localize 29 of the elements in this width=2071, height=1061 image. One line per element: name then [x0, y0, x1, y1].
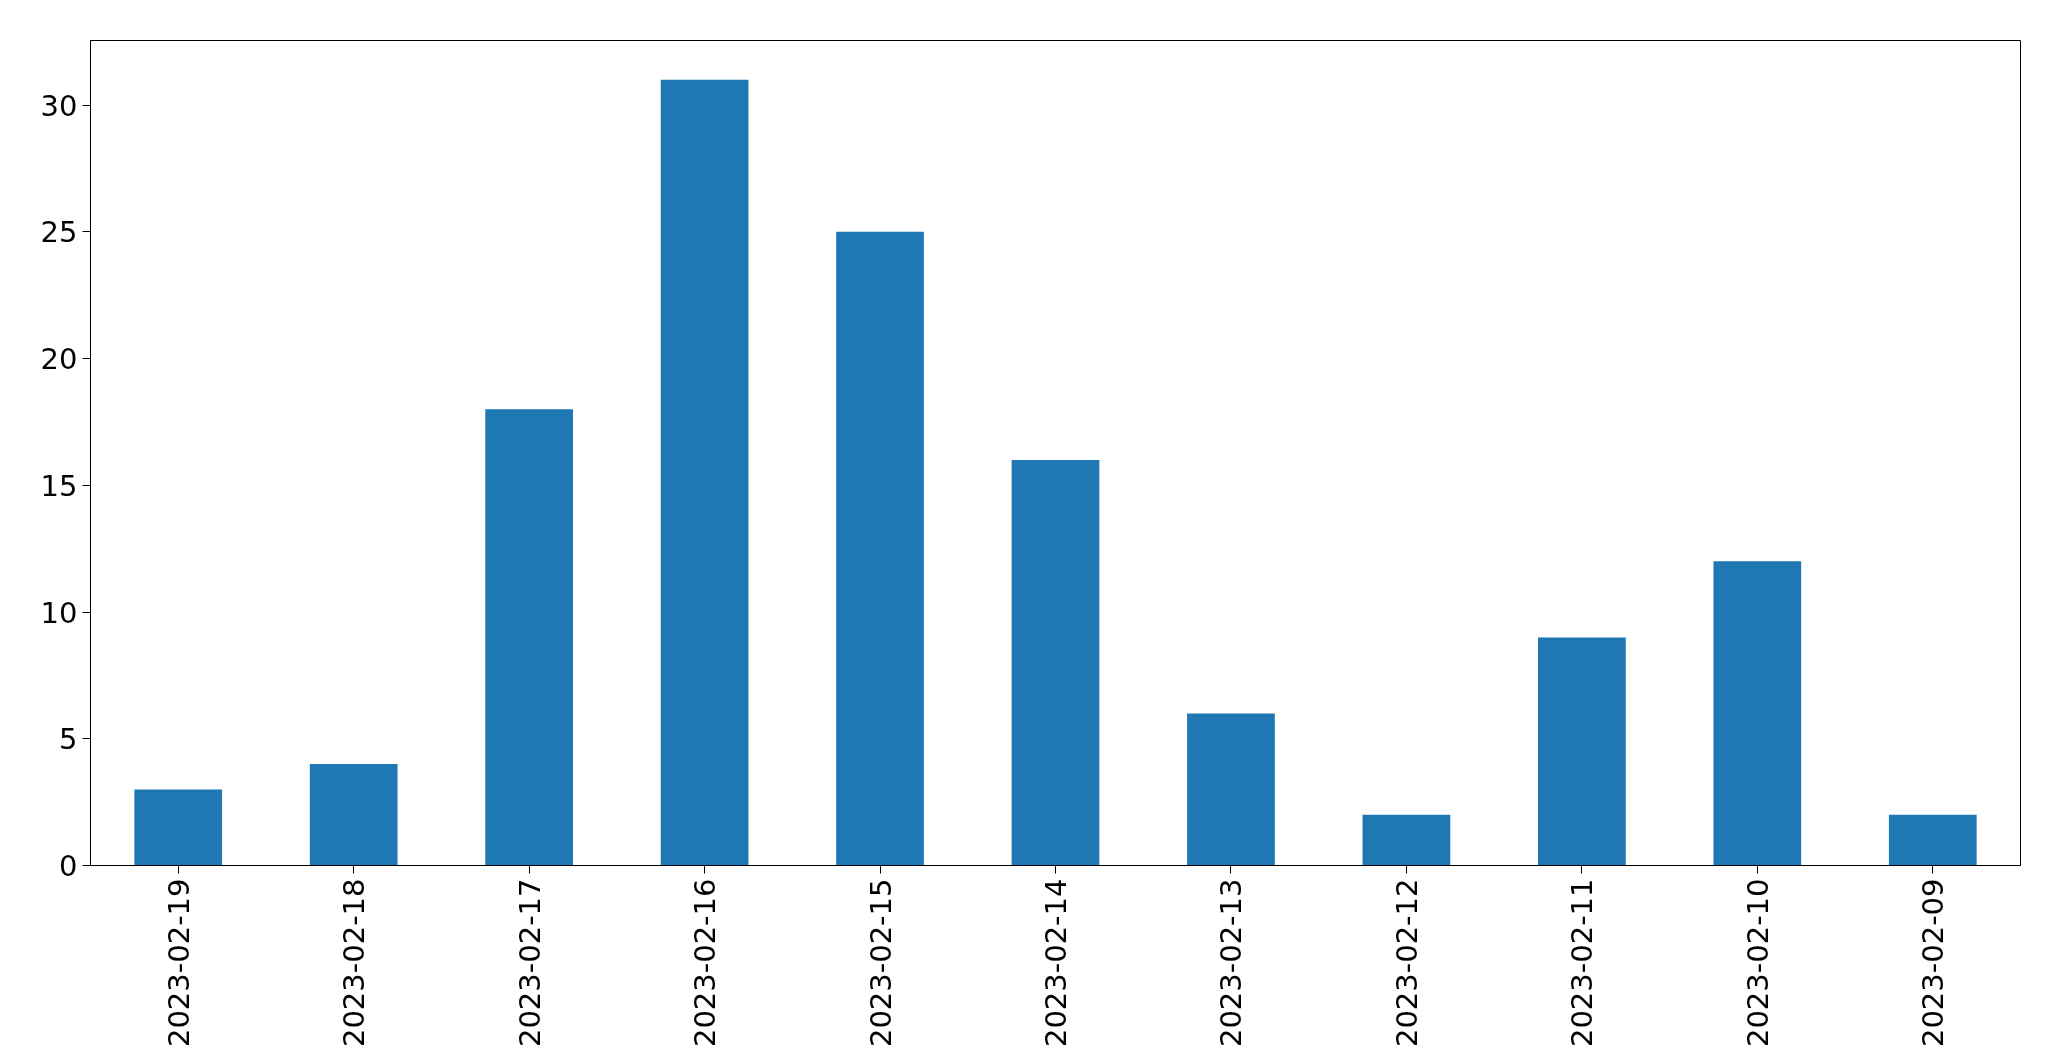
bar — [836, 231, 924, 866]
y-tick-label: 5 — [59, 722, 78, 757]
bar — [1362, 814, 1451, 866]
bar — [485, 409, 573, 866]
x-tick-label: 2023-02-19 — [161, 878, 196, 1048]
bar — [1538, 637, 1626, 866]
bar — [1187, 713, 1275, 866]
bar — [134, 789, 223, 866]
x-tick-label: 2023-02-12 — [1389, 878, 1424, 1048]
y-tick-label: 25 — [40, 215, 78, 250]
bar — [1888, 814, 1977, 866]
bar — [309, 764, 398, 866]
x-tick-label: 2023-02-17 — [512, 878, 547, 1048]
x-tick-label: 2023-02-18 — [337, 878, 372, 1048]
x-tick-label: 2023-02-09 — [1916, 878, 1951, 1048]
bar — [660, 79, 749, 866]
bar — [1713, 561, 1802, 866]
bar — [1011, 459, 1100, 866]
y-tick-label: 15 — [40, 468, 78, 503]
y-tick-label: 20 — [40, 342, 78, 377]
y-tick-label: 10 — [40, 595, 78, 630]
x-tick-label: 2023-02-13 — [1214, 878, 1249, 1048]
y-tick-label: 30 — [40, 88, 78, 123]
x-tick-label: 2023-02-10 — [1740, 878, 1775, 1048]
y-tick-label: 0 — [59, 849, 78, 883]
x-tick-label: 2023-02-14 — [1039, 878, 1073, 1048]
x-tick-label: 2023-02-16 — [688, 878, 723, 1048]
x-tick-label: 2023-02-15 — [863, 878, 898, 1048]
x-tick-label: 2023-02-11 — [1565, 878, 1600, 1048]
